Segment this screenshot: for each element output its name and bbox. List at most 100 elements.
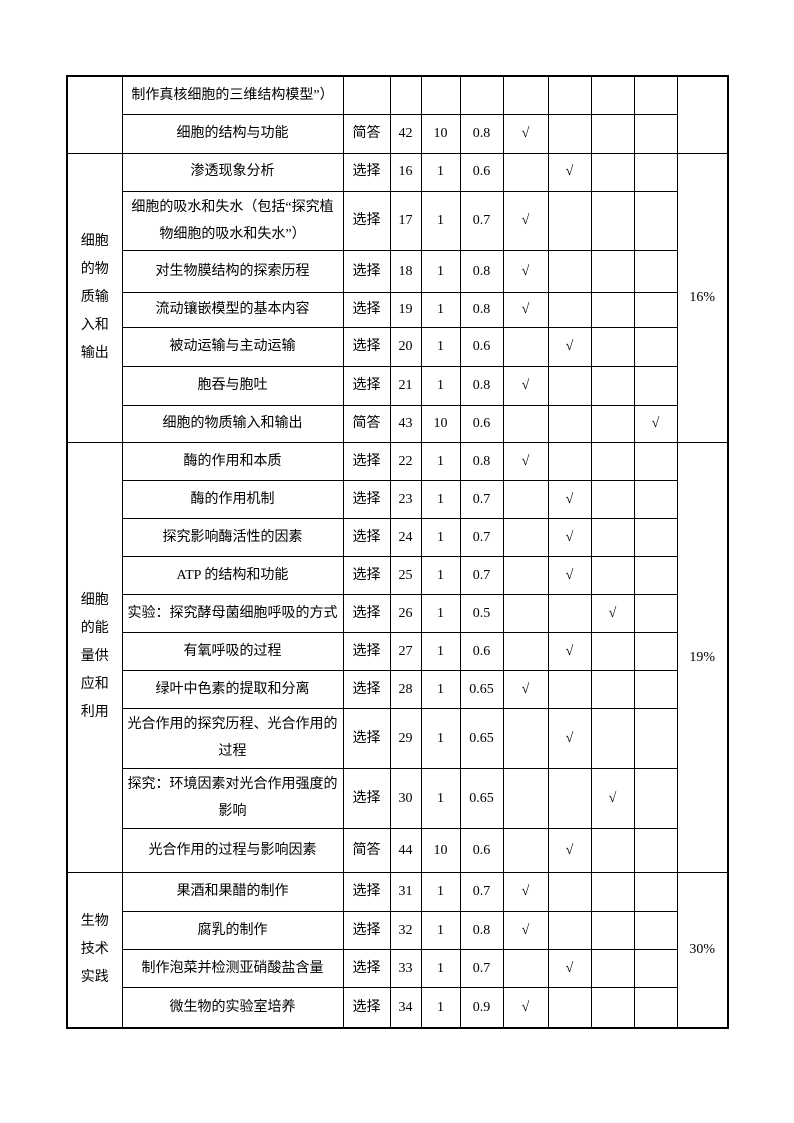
check-cell-4 <box>633 480 678 520</box>
table-row: ATP 的结构和功能 选择 25 1 0.7 √ <box>67 556 728 596</box>
check-cell-1 <box>502 767 549 829</box>
check-cell-1 <box>502 948 549 988</box>
topic-cell: 有氧呼吸的过程 <box>121 632 344 672</box>
check-cell-1: √ <box>502 113 549 154</box>
check-cell-4 <box>633 292 678 329</box>
percent-cell: 16% <box>676 152 729 444</box>
points-cell: 1 <box>420 910 461 950</box>
difficulty-cell <box>459 75 504 115</box>
check-cell-4 <box>633 556 678 596</box>
qnum-cell: 42 <box>389 113 422 154</box>
topic-cell: 酶的作用和本质 <box>121 442 344 482</box>
table-row: 酶的作用机制 选择 23 1 0.7 √ <box>67 480 728 520</box>
topic-cell: 腐乳的制作 <box>121 910 344 950</box>
topic-cell: 胞吞与胞吐 <box>121 366 344 407</box>
check-cell-4 <box>633 670 678 710</box>
qnum-cell: 31 <box>389 871 422 912</box>
check-cell-2 <box>547 442 592 482</box>
check-cell-4 <box>633 250 678 294</box>
table-row: 探究：环境因素对光合作用强度的影响 选择 30 1 0.65 √ <box>67 767 728 829</box>
difficulty-cell: 0.6 <box>459 632 504 672</box>
check-cell-1 <box>502 827 549 873</box>
qnum-cell: 20 <box>389 327 422 368</box>
difficulty-cell: 0.8 <box>459 113 504 154</box>
qtype-cell <box>342 75 391 115</box>
topic-cell: 细胞的物质输入和输出 <box>121 405 344 444</box>
category-cell: 细胞的物质输入和输出 <box>66 152 123 444</box>
check-cell-2 <box>547 910 592 950</box>
check-cell-2 <box>547 292 592 329</box>
table-row: 细胞的吸水和失水（包括“探究植物细胞的吸水和失水”） 选择 17 1 0.7 √ <box>67 190 728 252</box>
qtype-cell: 选择 <box>342 670 391 710</box>
category-label: 细胞的物质输入和输出 <box>80 233 109 361</box>
qtype-cell: 选择 <box>342 327 391 368</box>
check-cell-3: √ <box>590 767 635 829</box>
percent-cell: 30% <box>676 871 729 1029</box>
check-cell-1: √ <box>502 250 549 294</box>
check-cell-3 <box>590 910 635 950</box>
table-row: 细胞的能量供应和利用 酶的作用和本质 选择 22 1 0.8 √ 19% <box>66 442 729 873</box>
difficulty-cell: 0.6 <box>459 405 504 444</box>
check-cell-2 <box>547 767 592 829</box>
qnum-cell: 24 <box>389 518 422 558</box>
check-cell-1 <box>502 518 549 558</box>
qtype-cell: 选择 <box>342 632 391 672</box>
points-cell: 1 <box>420 442 461 482</box>
difficulty-cell: 0.7 <box>459 480 504 520</box>
table-row: 有氧呼吸的过程 选择 27 1 0.6 √ <box>67 632 728 672</box>
check-cell-2: √ <box>547 152 592 192</box>
category-cell: 细胞的能量供应和利用 <box>66 442 123 873</box>
topic-cell: 探究影响酶活性的因素 <box>121 518 344 558</box>
points-cell: 1 <box>420 250 461 294</box>
qtype-cell: 选择 <box>342 767 391 829</box>
category-label: 生物技术实践 <box>80 913 109 985</box>
check-cell-3 <box>590 948 635 988</box>
table-row: 细胞的结构与功能 简答 42 10 0.8 √ <box>67 113 728 154</box>
points-cell: 1 <box>420 292 461 329</box>
qnum-cell: 28 <box>389 670 422 710</box>
check-cell-4 <box>633 327 678 368</box>
qnum-cell: 17 <box>389 190 422 252</box>
table-row: 细胞的物质输入和输出 简答 43 10 0.6 √ <box>67 405 728 444</box>
points-cell: 1 <box>420 190 461 252</box>
qnum-cell <box>389 75 422 115</box>
table-row: 对生物膜结构的探索历程 选择 18 1 0.8 √ <box>67 250 728 294</box>
topic-cell: 光合作用的探究历程、光合作用的过程 <box>121 708 344 769</box>
difficulty-cell: 0.8 <box>459 442 504 482</box>
points-cell: 1 <box>420 871 461 912</box>
points-cell: 1 <box>420 632 461 672</box>
check-cell-3 <box>590 670 635 710</box>
points-cell: 10 <box>420 113 461 154</box>
check-cell-3 <box>590 827 635 873</box>
qtype-cell: 选择 <box>342 152 391 192</box>
check-cell-4 <box>633 75 678 115</box>
qtype-cell: 选择 <box>342 556 391 596</box>
points-cell: 1 <box>420 366 461 407</box>
points-cell: 1 <box>420 670 461 710</box>
table-row: 胞吞与胞吐 选择 21 1 0.8 √ <box>67 366 728 407</box>
topic-cell: 酶的作用机制 <box>121 480 344 520</box>
check-cell-4 <box>633 986 678 1029</box>
check-cell-1 <box>502 405 549 444</box>
check-cell-1: √ <box>502 986 549 1029</box>
points-cell <box>420 75 461 115</box>
topic-cell: 制作泡菜并检测亚硝酸盐含量 <box>121 948 344 988</box>
check-cell-2 <box>547 366 592 407</box>
check-cell-4 <box>633 366 678 407</box>
qnum-cell: 29 <box>389 708 422 769</box>
points-cell: 1 <box>420 480 461 520</box>
check-cell-3 <box>590 480 635 520</box>
check-cell-2: √ <box>547 948 592 988</box>
difficulty-cell: 0.65 <box>459 708 504 769</box>
qnum-cell: 34 <box>389 986 422 1029</box>
table-row: 细胞的物质输入和输出 渗透现象分析 选择 16 1 0.6 √ 16% <box>66 152 729 444</box>
topic-cell: 细胞的吸水和失水（包括“探究植物细胞的吸水和失水”） <box>121 190 344 252</box>
qtype-cell: 选择 <box>342 986 391 1029</box>
check-cell-3 <box>590 518 635 558</box>
qnum-cell: 23 <box>389 480 422 520</box>
check-cell-3 <box>590 152 635 192</box>
check-cell-3 <box>590 871 635 912</box>
check-cell-4 <box>633 708 678 769</box>
check-cell-2 <box>547 405 592 444</box>
check-cell-4 <box>633 948 678 988</box>
